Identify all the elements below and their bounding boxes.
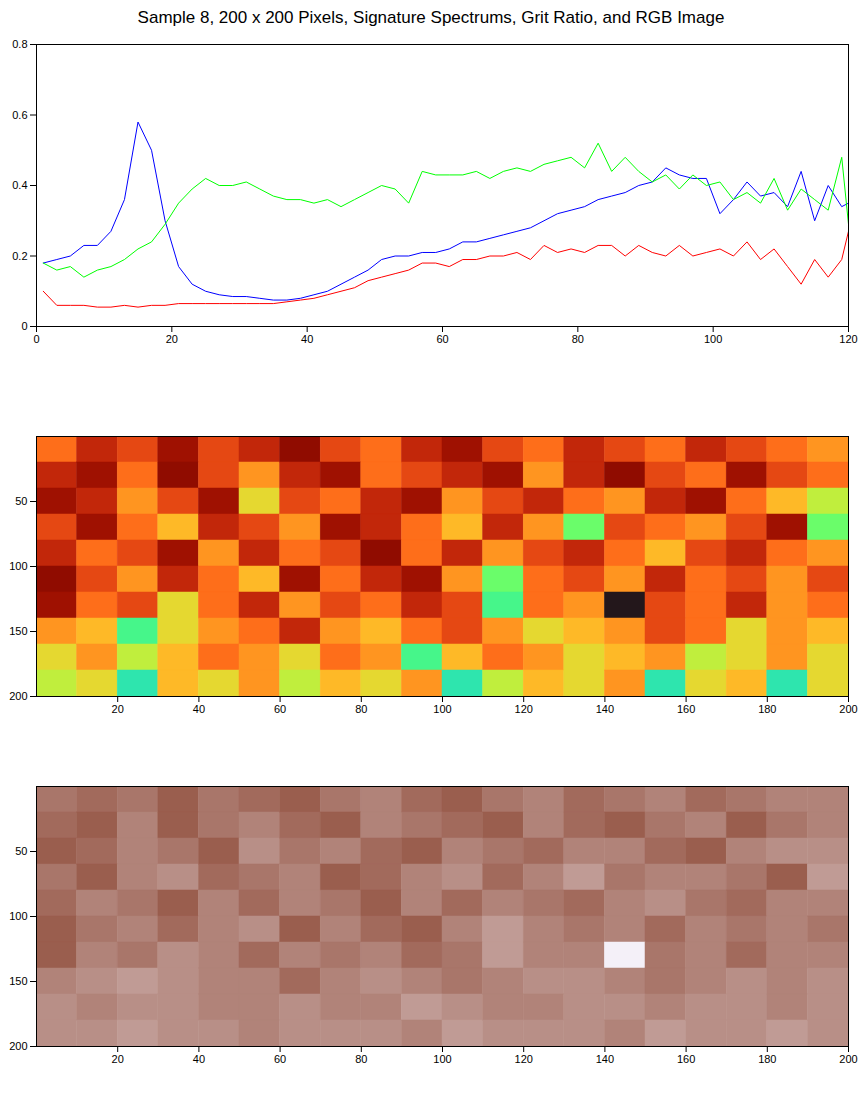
svg-text:0.6: 0.6 bbox=[12, 109, 27, 121]
svg-text:100: 100 bbox=[433, 703, 451, 715]
html-text:Sample 8, 200 x 200 Pixels, Si: Sample 8, 200 x 200 Pixels, Signature Sp… bbox=[137, 8, 725, 27]
svg-text:140: 140 bbox=[596, 1053, 614, 1065]
svg-text:0: 0 bbox=[33, 333, 39, 345]
svg-text:200: 200 bbox=[839, 1053, 857, 1065]
svg-text:40: 40 bbox=[193, 703, 205, 715]
svg-text:100: 100 bbox=[704, 333, 722, 345]
svg-text:20: 20 bbox=[166, 333, 178, 345]
svg-text:0.2: 0.2 bbox=[12, 250, 27, 262]
svg-text:0: 0 bbox=[21, 320, 27, 332]
svg-text:40: 40 bbox=[193, 1053, 205, 1065]
svg-text:80: 80 bbox=[355, 1053, 367, 1065]
svg-text:80: 80 bbox=[572, 333, 584, 345]
svg-text:160: 160 bbox=[677, 1053, 695, 1065]
svg-text:140: 140 bbox=[596, 703, 614, 715]
svg-text:0.4: 0.4 bbox=[12, 179, 27, 191]
svg-text:120: 120 bbox=[515, 703, 533, 715]
svg-text:20: 20 bbox=[112, 703, 124, 715]
svg-text:200: 200 bbox=[9, 1040, 27, 1052]
svg-text:180: 180 bbox=[758, 703, 776, 715]
svg-text:200: 200 bbox=[839, 703, 857, 715]
svg-text:160: 160 bbox=[677, 703, 695, 715]
svg-text:60: 60 bbox=[274, 703, 286, 715]
svg-text:0.8: 0.8 bbox=[12, 38, 27, 50]
svg-text:180: 180 bbox=[758, 1053, 776, 1065]
svg-text:80: 80 bbox=[355, 703, 367, 715]
svg-text:120: 120 bbox=[839, 333, 857, 345]
svg-text:60: 60 bbox=[436, 333, 448, 345]
svg-text:100: 100 bbox=[9, 910, 27, 922]
svg-text:150: 150 bbox=[9, 975, 27, 987]
svg-text:20: 20 bbox=[112, 1053, 124, 1065]
svg-text:100: 100 bbox=[433, 1053, 451, 1065]
svg-text:200: 200 bbox=[9, 690, 27, 702]
svg-text:50: 50 bbox=[15, 845, 27, 857]
svg-text:120: 120 bbox=[515, 1053, 533, 1065]
svg-text:40: 40 bbox=[301, 333, 313, 345]
svg-text:100: 100 bbox=[9, 560, 27, 572]
svg-text:50: 50 bbox=[15, 495, 27, 507]
svg-text:60: 60 bbox=[274, 1053, 286, 1065]
svg-text:150: 150 bbox=[9, 625, 27, 637]
